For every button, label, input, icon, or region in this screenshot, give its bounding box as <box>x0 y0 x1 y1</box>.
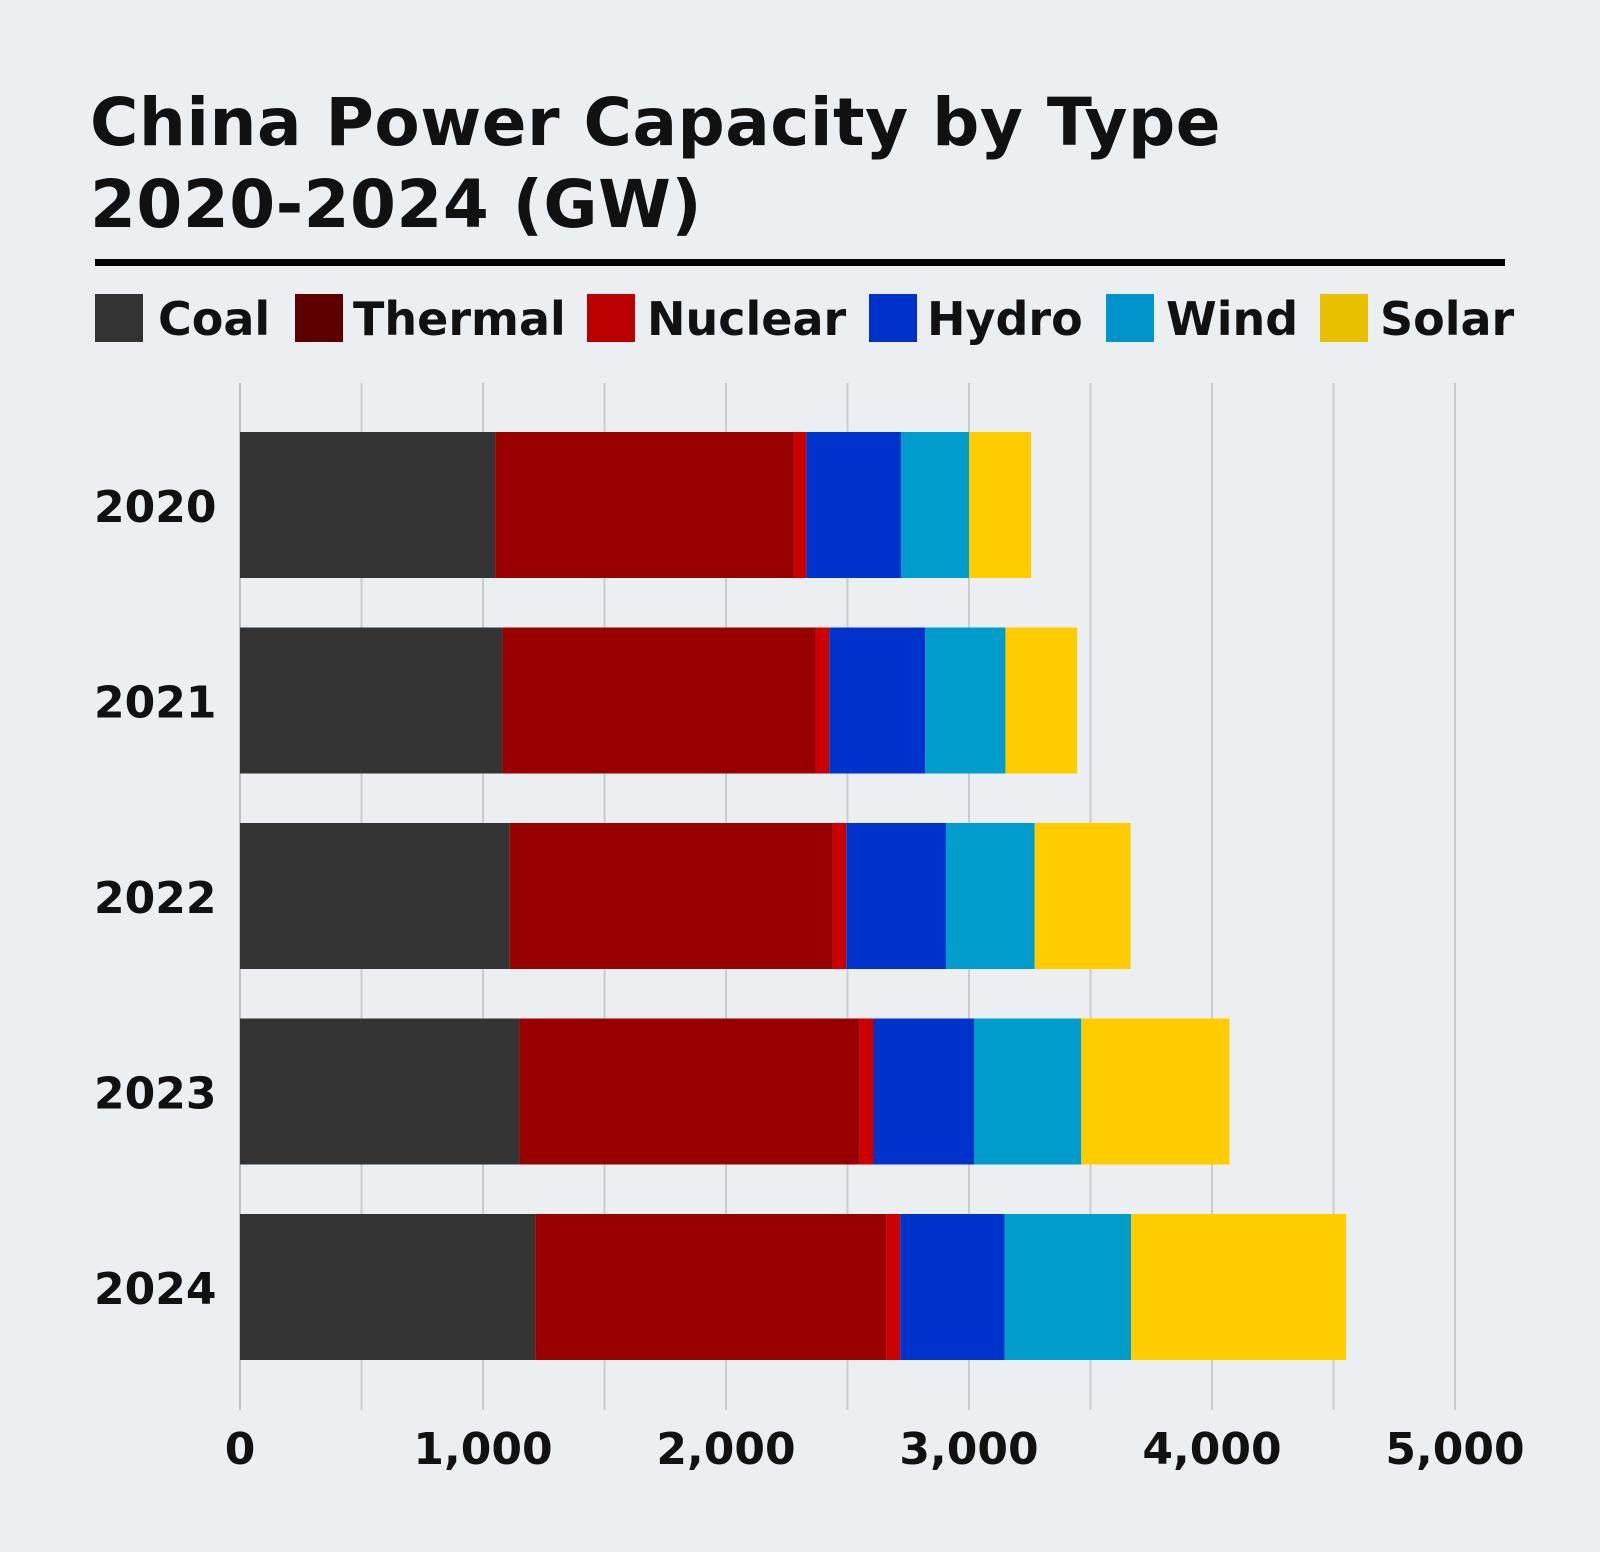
bar-2024-coal <box>240 1214 536 1360</box>
chart-title-line2: 2020-2024 (GW) <box>90 166 703 243</box>
y-tick-label-2023: 2023 <box>94 1069 216 1120</box>
bar-2023-thermal <box>519 1018 860 1165</box>
bar-2022-solar <box>1034 823 1131 969</box>
bar-2020-coal <box>240 432 496 578</box>
bar-2023-solar <box>1081 1018 1230 1165</box>
legend-swatch-wind <box>1106 294 1154 342</box>
y-tick-label-2024: 2024 <box>94 1264 216 1315</box>
bar-2022-nuclear <box>832 823 847 969</box>
chart-title-line1: China Power Capacity by Type <box>90 84 1222 161</box>
bar-2022-coal <box>240 823 510 969</box>
legend-swatch-nuclear <box>587 294 635 342</box>
legend-label-coal: Coal <box>158 292 271 346</box>
legend-label-thermal: Thermal <box>353 292 566 346</box>
bar-2020-nuclear <box>794 432 807 578</box>
legend-swatch-thermal <box>295 294 343 342</box>
x-tick-label-5: 5,000 <box>1385 1424 1524 1475</box>
legend-label-solar: Solar <box>1380 292 1515 346</box>
bar-2021-wind <box>925 627 1006 774</box>
bar-2020-solar <box>969 432 1031 578</box>
legend-swatch-coal <box>95 294 143 342</box>
bar-2023-wind <box>974 1018 1082 1165</box>
bar-2023-hydro <box>873 1018 975 1165</box>
bar-2023-nuclear <box>859 1018 874 1165</box>
x-tick-label-0: 0 <box>225 1424 256 1475</box>
bar-2024-solar <box>1131 1214 1347 1360</box>
bar-2022-wind <box>945 823 1035 969</box>
bar-2020-hydro <box>806 432 901 578</box>
bar-2021-hydro <box>829 627 926 774</box>
bar-2022-hydro <box>846 823 946 969</box>
legend-swatch-hydro <box>869 294 917 342</box>
x-tick-label-3: 3,000 <box>899 1424 1038 1475</box>
bar-2024-hydro <box>900 1214 1005 1360</box>
legend-swatch-solar <box>1320 294 1368 342</box>
chart-title: China Power Capacity by Type 2020-2024 (… <box>90 82 1221 246</box>
bar-2023-coal <box>240 1018 520 1165</box>
bar-2022-thermal <box>509 823 833 969</box>
legend-label-nuclear: Nuclear <box>647 292 847 346</box>
legend-label-wind: Wind <box>1166 292 1299 346</box>
bar-2021-coal <box>240 627 503 774</box>
x-tick-label-2: 2,000 <box>656 1424 795 1475</box>
title-divider <box>95 259 1505 266</box>
bar-2020-wind <box>900 432 969 578</box>
bar-2021-thermal <box>502 627 816 774</box>
y-tick-label-2021: 2021 <box>94 678 216 729</box>
bar-2021-nuclear <box>815 627 830 774</box>
bar-2024-nuclear <box>886 1214 901 1360</box>
y-tick-label-2020: 2020 <box>94 482 216 533</box>
legend-label-hydro: Hydro <box>927 292 1083 346</box>
bar-2024-thermal <box>535 1214 887 1360</box>
bar-2021-solar <box>1005 627 1078 774</box>
x-tick-label-4: 4,000 <box>1142 1424 1281 1475</box>
y-tick-label-2022: 2022 <box>94 873 216 924</box>
bar-2020-thermal <box>495 432 795 578</box>
x-tick-label-1: 1,000 <box>413 1424 552 1475</box>
bar-2024-wind <box>1004 1214 1132 1360</box>
